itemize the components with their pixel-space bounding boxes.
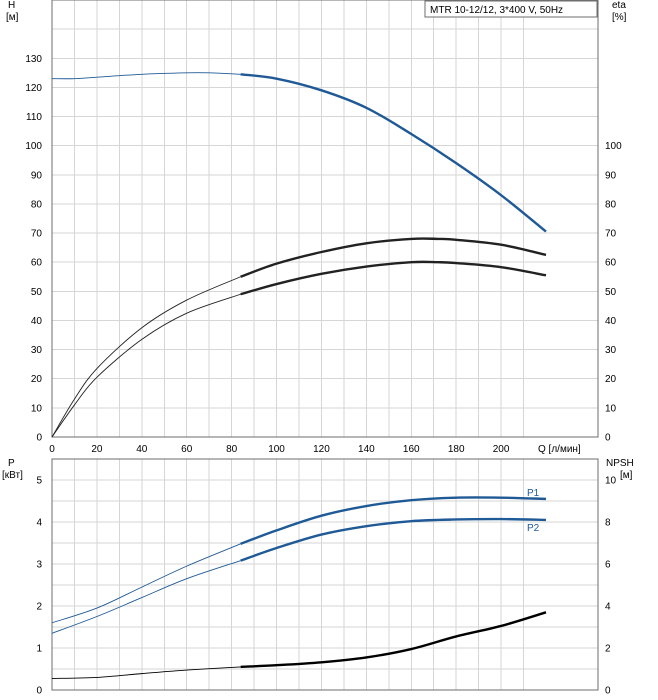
x-tick-label: 80 xyxy=(226,444,238,455)
top-y2-tick-label: 30 xyxy=(605,345,617,356)
top-y-tick-label: 10 xyxy=(31,403,43,414)
head-curve-thick xyxy=(240,73,547,233)
bottom-y2-tick-label: 10 xyxy=(605,476,617,487)
top-chart-grid xyxy=(52,0,598,437)
bottom-yunit: [кВт] xyxy=(2,470,23,481)
efficiency-lower-curve-thin xyxy=(51,293,241,438)
bottom-y2-tick-label: 2 xyxy=(605,644,611,655)
x-tick-label: 140 xyxy=(358,444,375,455)
bottom-y2unit: [м] xyxy=(620,470,633,481)
x-tick-label: 200 xyxy=(493,444,510,455)
x-tick-label: 60 xyxy=(181,444,193,455)
bottom-plot-frame xyxy=(51,458,599,691)
top-y2-tick-label: 70 xyxy=(605,229,617,240)
power-p1-curve-thick xyxy=(240,496,547,545)
bottom-y-tick-label: 3 xyxy=(36,560,42,571)
bottom-y-tick-label: 5 xyxy=(36,476,42,487)
power-p1-curve-thin xyxy=(51,543,241,624)
top-y2-tick-label: 80 xyxy=(605,199,617,210)
bottom-y2label: NPSH xyxy=(606,458,634,469)
top-y-tick-label: 100 xyxy=(25,141,42,152)
x-tick-label: 180 xyxy=(448,444,465,455)
top-y2-tick-label: 40 xyxy=(605,316,617,327)
x-tick-label: 160 xyxy=(403,444,420,455)
x-tick-label: 20 xyxy=(91,444,103,455)
top-y2-tick-label: 100 xyxy=(605,141,622,152)
top-y2-tick-label: 10 xyxy=(605,403,617,414)
bottom-ylabel: P xyxy=(8,458,15,469)
power-p2-curve-thin xyxy=(51,560,241,634)
efficiency-lower-curve-thick xyxy=(240,260,547,296)
top-y2-tick-label: 0 xyxy=(605,433,611,444)
top-y-tick-label: 50 xyxy=(31,287,43,298)
bottom-chart-grid xyxy=(52,459,598,690)
efficiency-upper-curve-thin xyxy=(51,276,241,438)
top-y2-tick-label: 20 xyxy=(605,374,617,385)
top-y-tick-label: 60 xyxy=(31,258,43,269)
bottom-y2-tick-label: 4 xyxy=(605,602,611,613)
top-ylabel: H xyxy=(8,0,15,11)
top-y-tick-label: 90 xyxy=(31,170,43,181)
bottom-y-tick-label: 2 xyxy=(36,602,42,613)
x-tick-label: 0 xyxy=(49,444,55,455)
efficiency-upper-curve-thick xyxy=(240,237,547,278)
series-label-p1: P1 xyxy=(527,488,540,499)
top-plot-frame xyxy=(51,0,599,438)
top-y-tick-label: 70 xyxy=(31,229,43,240)
x-axis-label: Q [л/мин] xyxy=(538,444,581,455)
top-y-tick-label: 20 xyxy=(31,374,43,385)
x-tick-label: 100 xyxy=(268,444,285,455)
npsh-curve-thin xyxy=(51,666,241,679)
top-y-tick-label: 30 xyxy=(31,345,43,356)
tick-labels: 0 20 40 60 80 100 120 140 160 180 2000102030405060… xyxy=(25,54,622,697)
x-tick-label: 120 xyxy=(313,444,330,455)
series-layer: P1 P2 xyxy=(51,72,547,679)
power-p2-curve-thick xyxy=(240,517,547,562)
top-y-tick-label: 0 xyxy=(36,433,42,444)
top-y2-tick-label: 90 xyxy=(605,170,617,181)
top-y-tick-label: 80 xyxy=(31,199,43,210)
bottom-y2-tick-label: 0 xyxy=(605,686,611,697)
bottom-y2-tick-label: 8 xyxy=(605,518,611,529)
top-y2-tick-label: 50 xyxy=(605,287,617,298)
top-y-tick-label: 110 xyxy=(26,112,42,123)
top-y2-tick-label: 60 xyxy=(605,258,617,269)
bottom-y-tick-label: 4 xyxy=(36,518,42,529)
top-yunit: [м] xyxy=(6,12,19,23)
bottom-y-tick-label: 0 xyxy=(36,686,42,697)
series-label-p2: P2 xyxy=(527,523,540,534)
bottom-y-tick-label: 1 xyxy=(36,644,42,655)
top-y2label: eta xyxy=(612,0,626,11)
legend-text: MTR 10-12/12, 3*400 V, 50Hz xyxy=(430,5,563,16)
bottom-y2-tick-label: 6 xyxy=(605,560,611,571)
head-curve-thin xyxy=(51,72,241,80)
legend-box xyxy=(424,0,598,18)
top-y-tick-label: 40 xyxy=(31,316,43,327)
top-y2unit: [%] xyxy=(612,12,627,23)
npsh-curve-thick xyxy=(240,611,547,669)
top-y-tick-label: 120 xyxy=(25,83,42,94)
top-y-tick-label: 130 xyxy=(25,54,42,65)
x-tick-label: 40 xyxy=(136,444,148,455)
